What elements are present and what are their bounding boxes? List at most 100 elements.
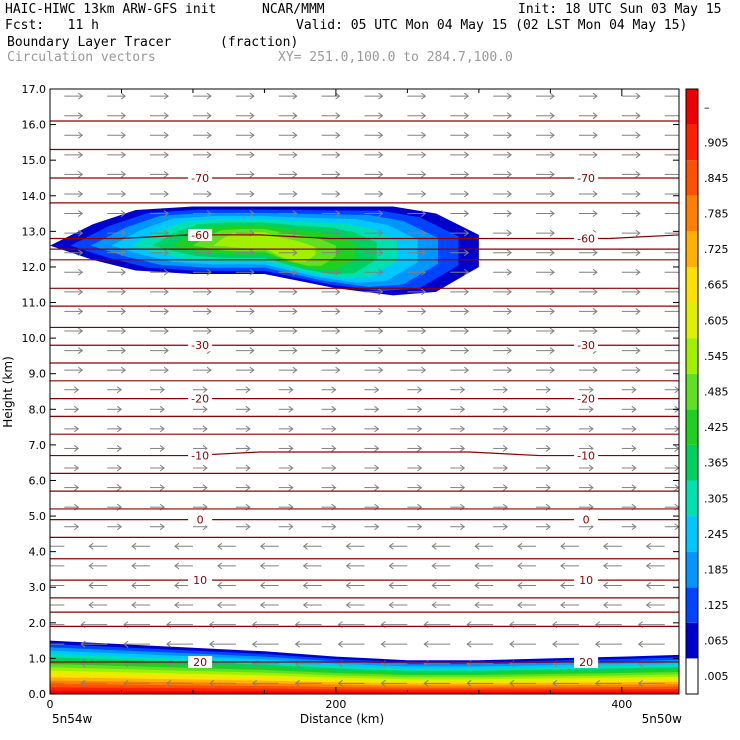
circulation-vector-head (474, 601, 480, 609)
circulation-vector-head (459, 425, 466, 433)
contour-label-bg (188, 513, 213, 526)
circulation-vector-head (249, 112, 255, 120)
circulation-vector-head (549, 112, 555, 120)
circulation-vector-head (602, 582, 609, 589)
circulation-vector-head (245, 464, 251, 472)
circulation-vector-head (549, 171, 555, 178)
colorbar-swatch (686, 587, 698, 623)
contour-label: -30 (191, 339, 209, 352)
circulation-vector-head (459, 523, 466, 531)
circulation-vector-head (417, 523, 423, 531)
circulation-vector-head (77, 327, 84, 335)
circulation-vector-head (635, 131, 641, 139)
circulation-vector-head (631, 484, 637, 491)
circulation-vector-head (374, 386, 380, 394)
circulation-vector-head (417, 425, 423, 433)
circulation-vector-head (417, 484, 423, 491)
y-tick-label: 11.0 (22, 297, 47, 310)
circulation-vector-head (592, 112, 598, 120)
circulation-vector-head (602, 542, 609, 550)
circulation-vector-head (206, 112, 212, 120)
circulation-vector-head (474, 562, 480, 570)
circulation-vector-head (378, 347, 384, 354)
circulation-vector-head (292, 366, 298, 374)
circulation-vector-head (202, 464, 208, 472)
circulation-vector-head (635, 308, 641, 315)
circulation-vector-head (206, 249, 212, 257)
circulation-vector-head (249, 288, 255, 296)
circulation-vector-head (549, 92, 555, 100)
circulation-vector-head (120, 347, 127, 354)
circulation-vector-head (288, 445, 294, 452)
circulation-vector-head (506, 190, 512, 198)
circulation-vector-head (463, 347, 470, 354)
circulation-vector-head (388, 542, 394, 550)
circulation-vector-head (331, 425, 337, 433)
circulation-vector-head (509, 679, 515, 687)
circulation-vector-head (549, 347, 555, 354)
circulation-vector-head (335, 151, 341, 159)
circulation-vector-head (463, 366, 470, 374)
circulation-vector-head (549, 249, 555, 257)
circulation-vector-head (549, 229, 555, 237)
y-tick-label: 7.0 (29, 439, 47, 452)
circulation-vector-head (560, 542, 566, 550)
circulation-vector-head (302, 542, 308, 550)
contour-label-bg (574, 655, 599, 668)
contour-label: -10 (577, 450, 595, 463)
circulation-vector-head (602, 562, 609, 570)
contour-label: -30 (577, 339, 595, 352)
circulation-vector-head (206, 288, 212, 296)
contour-label-bg (188, 339, 213, 352)
circulation-vector-head (592, 190, 598, 198)
circulation-vector-head (159, 445, 165, 452)
circulation-vector-head (335, 190, 341, 198)
circulation-vector-head (245, 425, 251, 433)
circulation-vector-head (288, 405, 294, 413)
circulation-vector-head (88, 582, 94, 589)
circulation-vector-head (502, 425, 508, 433)
circulation-vector-head (560, 582, 566, 589)
colorbar-label: .785 (704, 208, 729, 221)
circulation-vector-head (292, 151, 298, 159)
colorbar-swatch (686, 409, 698, 445)
circulation-vector-head (588, 484, 594, 491)
colorbar-swatch (686, 89, 698, 125)
colorbar-label: .005 (704, 670, 729, 683)
circulation-vector-head (209, 679, 215, 687)
contour-label: 20 (193, 656, 207, 669)
circulation-vector-head (635, 190, 641, 198)
circulation-vector-head (302, 562, 308, 570)
circulation-vector-head (116, 445, 123, 452)
circulation-vector-head (552, 679, 558, 687)
circulation-vector-head (245, 523, 251, 531)
circulation-vector-head (592, 288, 598, 296)
circulation-vector-head (163, 92, 169, 100)
circulation-vector-head (292, 190, 298, 198)
circulation-vector-head (374, 405, 380, 413)
circulation-vector-head (259, 562, 266, 570)
circulation-vector-head (502, 386, 508, 394)
colorbar: .005 .065 .125 .185 .245 .305 .365 .425 .485 .545… (685, 88, 729, 695)
circulation-vector-head (335, 288, 341, 296)
circulation-vector-head (463, 288, 470, 296)
circulation-vector-head (552, 640, 558, 648)
circulation-vector-head (77, 229, 84, 237)
circulation-vector-head (549, 288, 555, 296)
circulation-vector-head (592, 366, 598, 374)
circulation-vector-head (88, 601, 94, 609)
circulation-vector-head (292, 327, 298, 335)
circulation-vector-head (159, 405, 165, 413)
circulation-vector-head (206, 92, 212, 100)
contour-label: -70 (577, 172, 595, 185)
colorbar-swatch (686, 302, 698, 339)
contour-label: -20 (577, 393, 595, 406)
contour-label: -70 (191, 172, 209, 185)
circulation-vector-head (80, 679, 86, 687)
circulation-vector-head (592, 131, 598, 139)
circulation-vector-head (631, 445, 637, 452)
circulation-vector-head (463, 171, 470, 178)
circulation-vector-head (506, 131, 512, 139)
circulation-vector-head (335, 268, 341, 276)
circulation-vector-head (335, 347, 341, 354)
